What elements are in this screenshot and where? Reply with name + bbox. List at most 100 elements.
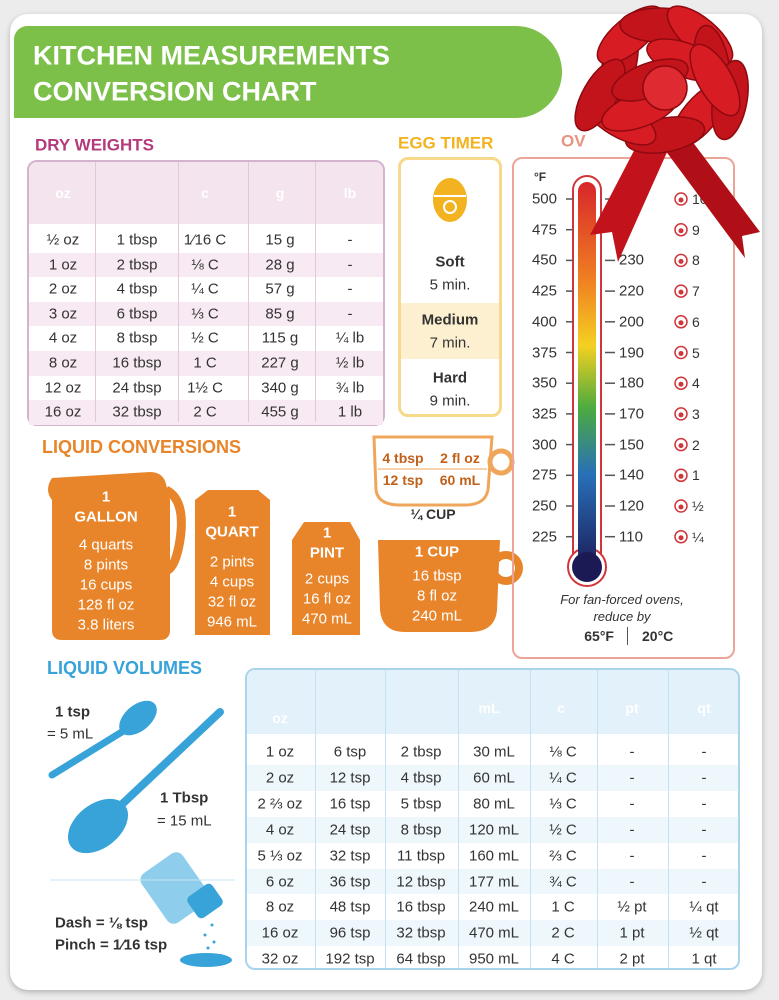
pint-text: 2 cups: [304, 570, 350, 588]
oven-unit: °F: [534, 170, 547, 184]
pint-shape: [292, 522, 360, 635]
volume-cell: 1 C: [551, 898, 575, 916]
volume-cell: 1 oz: [265, 743, 295, 761]
volume-cell: 30 mL: [473, 743, 515, 761]
fahrenheit: 250: [531, 497, 557, 515]
volume-cell: -: [701, 743, 707, 761]
volume-cell: 80 mL: [473, 795, 515, 813]
dry-cell: 2 C: [193, 403, 217, 421]
icon-label: oz: [272, 710, 288, 726]
gallon-text: GALLON: [74, 508, 138, 526]
gas-icon: [678, 443, 684, 449]
dry-cell: 1 tbsp: [116, 231, 158, 249]
gas-icon: [674, 284, 688, 298]
quarter-cup-label: ¼ CUP: [410, 506, 456, 522]
volume-cell: 16 oz: [261, 924, 299, 942]
fahrenheit: 300: [531, 436, 557, 454]
egg-label: Medium: [421, 311, 479, 329]
fahrenheit: 400: [531, 313, 557, 331]
egg-icon: [443, 200, 457, 214]
dry-cell: ⅓ C: [191, 305, 219, 323]
volume-note: Pinch = 1⁄16 tsp: [55, 936, 168, 954]
icon-label: oz: [55, 185, 71, 201]
gas-mark: 9: [692, 221, 700, 238]
dry-col-line: [178, 162, 179, 422]
volume-cell: 6 tsp: [333, 743, 367, 761]
volume-row-band: [247, 764, 738, 791]
pint-text: PINT: [309, 544, 345, 562]
thermometer-bulb: [572, 552, 602, 582]
egg-time: 9 min.: [429, 392, 471, 410]
volume-cell: ¼ C: [549, 769, 577, 787]
icon-label: mL: [478, 700, 500, 716]
dry-cell: 15 g: [265, 231, 295, 249]
dry-cell: 3 oz: [48, 305, 78, 323]
gas-mark: ½: [692, 498, 704, 514]
gas-mark: ¼: [692, 528, 704, 545]
shaker-cap: [187, 883, 223, 919]
dry-cell: 57 g: [265, 280, 295, 298]
cup-shape: [378, 540, 500, 632]
cup-text: 1 CUP: [414, 543, 460, 561]
volume-cell: 240 mL: [468, 898, 520, 916]
celsius: 190: [619, 344, 645, 361]
quart-text: 32 fl oz: [207, 593, 257, 611]
dry-cell: 32 tbsp: [112, 403, 162, 421]
celsius: 110: [619, 528, 643, 546]
fahrenheit: 325: [531, 405, 557, 423]
volume-row-band: [247, 920, 738, 947]
egg-time: 7 min.: [429, 334, 471, 352]
volume-cell: 24 tsp: [329, 821, 371, 839]
dry-cell: 2 oz: [48, 280, 78, 298]
egg-time: 5 min.: [429, 276, 471, 294]
gas-icon: [678, 535, 684, 541]
salt-grain: [212, 940, 216, 944]
title-band: [14, 26, 562, 118]
volume-cell: -: [629, 795, 635, 813]
icon-label: c: [201, 185, 209, 201]
gallon-text: 8 pints: [83, 556, 129, 574]
dry-cell: ¾ lb: [335, 379, 365, 397]
dry-cell: 340 g: [261, 379, 299, 397]
fahrenheit: 350: [531, 374, 557, 392]
quart-text: 1: [227, 503, 237, 521]
volume-note: 1 tsp: [55, 703, 91, 721]
celsius: 150: [619, 436, 645, 454]
gas-icon: [678, 381, 684, 387]
section-title: LIQUID CONVERSIONS: [42, 437, 242, 457]
quart-text: QUART: [205, 523, 259, 541]
gas-icon: [678, 473, 684, 479]
volume-cell: 177 mL: [468, 873, 520, 890]
volume-cell: 1 pt: [619, 924, 645, 942]
gas-icon: [674, 437, 688, 452]
gas-mark: 10: [692, 191, 708, 207]
gallon-text: 128 fl oz: [77, 596, 135, 614]
volume-cell: -: [629, 847, 635, 865]
volume-cell: -: [701, 769, 707, 787]
volume-cell: 48 tsp: [329, 898, 371, 916]
pint-text: 1: [322, 524, 332, 542]
volume-cell: 16 tsp: [329, 795, 371, 813]
gas-icon: [674, 407, 688, 421]
volume-cell: 2 C: [551, 924, 575, 942]
salt-pile: [180, 953, 232, 967]
volume-cell: 2 oz: [265, 769, 295, 787]
fahrenheit: 375: [531, 344, 557, 361]
dry-cell: -: [347, 256, 353, 274]
celsius: 220: [619, 282, 645, 300]
volume-row-band: [247, 816, 738, 843]
dry-cell: 1½ C: [187, 379, 223, 397]
volume-cell: 2 pt: [619, 950, 645, 968]
dry-cell: ⅛ C: [191, 256, 219, 274]
volume-cell: 16 tbsp: [396, 898, 446, 916]
gas-icon: [678, 504, 684, 510]
gallon-text: 16 cups: [79, 576, 133, 594]
gas-icon: [674, 529, 688, 544]
gas-icon: [674, 499, 688, 513]
dry-col-line: [315, 162, 316, 422]
volume-cell: -: [701, 795, 707, 813]
gas-mark: 7: [692, 283, 700, 300]
icon-label: g: [275, 185, 285, 201]
dry-row-band: [29, 351, 383, 376]
cup-text: 8 fl oz: [416, 587, 458, 605]
